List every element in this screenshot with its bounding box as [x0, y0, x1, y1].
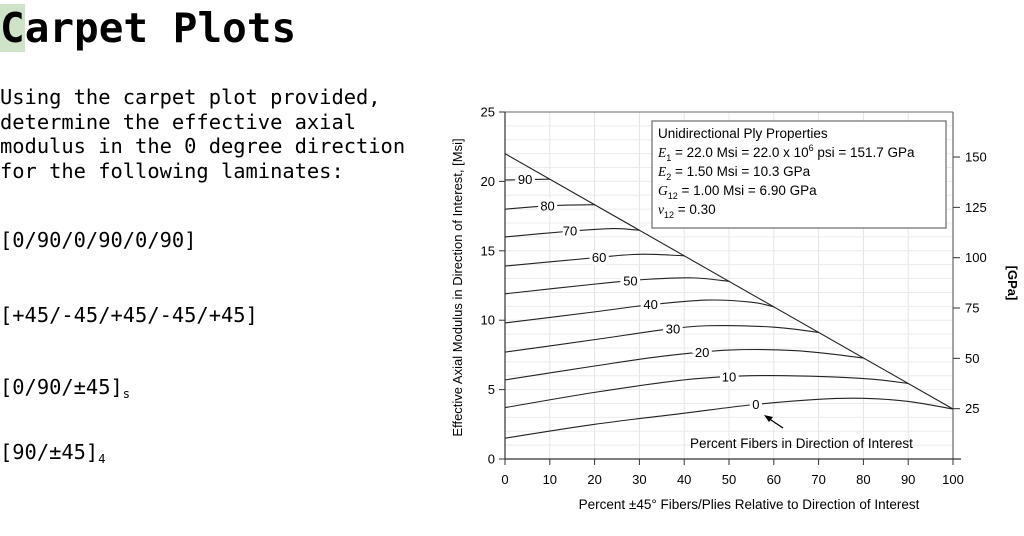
- x-tick-label: 60: [767, 472, 781, 487]
- arrow-head-icon: [764, 415, 773, 422]
- curve-60-percent: [504, 253, 685, 267]
- curve-label: 0: [752, 397, 759, 412]
- curve-label: 40: [643, 297, 657, 312]
- laminate-3: [0/90/±45]s: [0, 375, 130, 401]
- y2-tick-label: 150: [965, 150, 987, 165]
- y-tick-label: 20: [481, 174, 495, 189]
- curve-label: 20: [695, 345, 709, 360]
- y-axis-label: Effective Axial Modulus in Direction of …: [450, 138, 465, 436]
- y-tick-label: 5: [488, 382, 495, 397]
- prompt-text: Using the carpet plot provided, determine…: [0, 85, 406, 183]
- page-title: Carpet Plots: [0, 4, 297, 52]
- curve-label: 50: [623, 273, 637, 288]
- curve-40-percent: [504, 299, 774, 324]
- curve-label: 10: [722, 370, 736, 385]
- ply-property-line: G12 = 1.00 Msi = 6.90 GPa: [658, 183, 817, 201]
- x-tick-label: 70: [811, 472, 825, 487]
- curve-family-label: Percent Fibers in Direction of Interest: [690, 436, 913, 451]
- x-tick-label: 40: [677, 472, 691, 487]
- y2-tick-label: 125: [965, 200, 987, 215]
- curve-label: 90: [518, 172, 532, 187]
- y-tick-label: 0: [488, 452, 495, 467]
- curve-0-percent: [504, 397, 954, 439]
- title-highlight: C: [0, 4, 25, 52]
- x-tick-label: 50: [722, 472, 736, 487]
- curve-50-percent: [504, 277, 730, 295]
- ply-properties-title: Unidirectional Ply Properties: [658, 126, 828, 141]
- curve-label: 30: [666, 321, 680, 336]
- x-tick-label: 10: [543, 472, 557, 487]
- laminate-2: [+45/-45/+45/-45/+45]: [0, 303, 258, 327]
- y2-tick-label: 50: [965, 351, 979, 366]
- curve-30-percent: [504, 325, 819, 353]
- y-tick-label: 15: [481, 243, 495, 258]
- curve-20-percent: [504, 348, 864, 381]
- y-tick-label: 25: [481, 105, 495, 120]
- ply-property-line: ν12 = 0.30: [658, 202, 716, 220]
- curve-70-percent: [504, 228, 640, 238]
- y2-tick-label: 100: [965, 250, 987, 265]
- envelope-line: [504, 153, 954, 410]
- laminate-1: [0/90/0/90/0/90]: [0, 228, 197, 252]
- y2-axis-label: [GPa]: [1005, 266, 1020, 301]
- x-axis-label: Percent ±45° Fibers/Plies Relative to Di…: [579, 497, 920, 512]
- x-tick-label: 100: [942, 472, 964, 487]
- ply-properties-box: [651, 120, 947, 229]
- curve-90-percent: [504, 178, 550, 181]
- x-tick-label: 0: [501, 472, 508, 487]
- y2-tick-label: 25: [965, 401, 979, 416]
- y2-tick-label: 75: [965, 301, 979, 316]
- curve-80-percent: [504, 204, 595, 210]
- x-tick-label: 20: [587, 472, 601, 487]
- curve-10-percent: [504, 374, 909, 409]
- laminate-4: [90/±45]4: [0, 440, 106, 466]
- x-tick-label: 80: [856, 472, 870, 487]
- ply-property-line: E1 = 22.0 Msi = 22.0 x 106 psi = 151.7 G…: [657, 143, 915, 163]
- curve-label: 60: [592, 250, 606, 265]
- curve-label: 80: [540, 198, 554, 213]
- x-tick-label: 30: [632, 472, 646, 487]
- curve-label: 70: [563, 224, 577, 239]
- ply-property-line: E2 = 1.50 Msi = 10.3 GPa: [657, 164, 811, 182]
- y-tick-label: 10: [481, 313, 495, 328]
- x-tick-label: 90: [901, 472, 915, 487]
